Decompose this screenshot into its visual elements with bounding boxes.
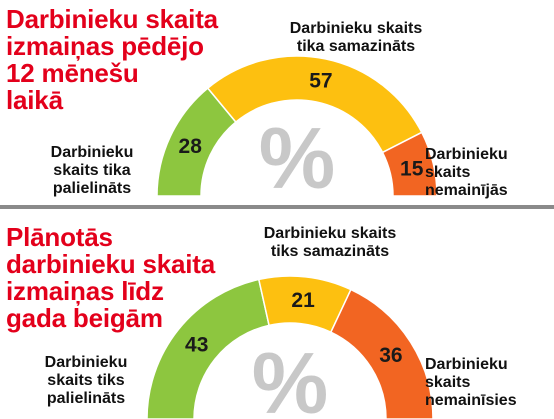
legend-label-will-increase: Darbinieku skaits tiks palielināts [44,354,128,407]
legend-label-will-decrease: Darbinieku skaits tiks samazināts [263,225,397,260]
legend-label-will-remain: Darbinieku skaits nemainīsies [425,356,517,409]
gauge-chart: % 28 57 15 [156,55,438,207]
chart-title: Darbinieku skaita izmaiņas pēdējo 12 mēn… [6,4,218,115]
value-label-decrease: 21 [291,289,315,312]
percent-symbol: % [259,111,335,207]
arc-segment-unchanged [381,131,438,197]
value-label-increase: 28 [179,135,203,158]
legend-label-decreased: Darbinieku skaits tika samazināts [289,20,423,55]
legend-label-unchanged: Darbinieku skaits nemainījās [425,146,508,199]
value-label-increase: 43 [185,333,208,356]
value-label-unchanged: 15 [400,157,424,180]
section-divider [0,205,554,209]
percent-symbol: % [252,336,328,419]
value-label-decrease: 57 [309,69,332,92]
gauge-chart: % 43 21 36 [146,275,434,419]
chart-title: Plānotās darbinieku skaita izmaiņas līdz… [6,222,216,333]
gauge-panel-until-year-end: Plānotās darbinieku skaita izmaiņas līdz… [0,213,554,419]
gauge-panel-last-12-months: Darbinieku skaita izmaiņas pēdējo 12 mēn… [0,0,554,208]
legend-label-increased: Darbinieku skaits tika palielināts [50,144,134,197]
value-label-unchanged: 36 [379,344,402,367]
